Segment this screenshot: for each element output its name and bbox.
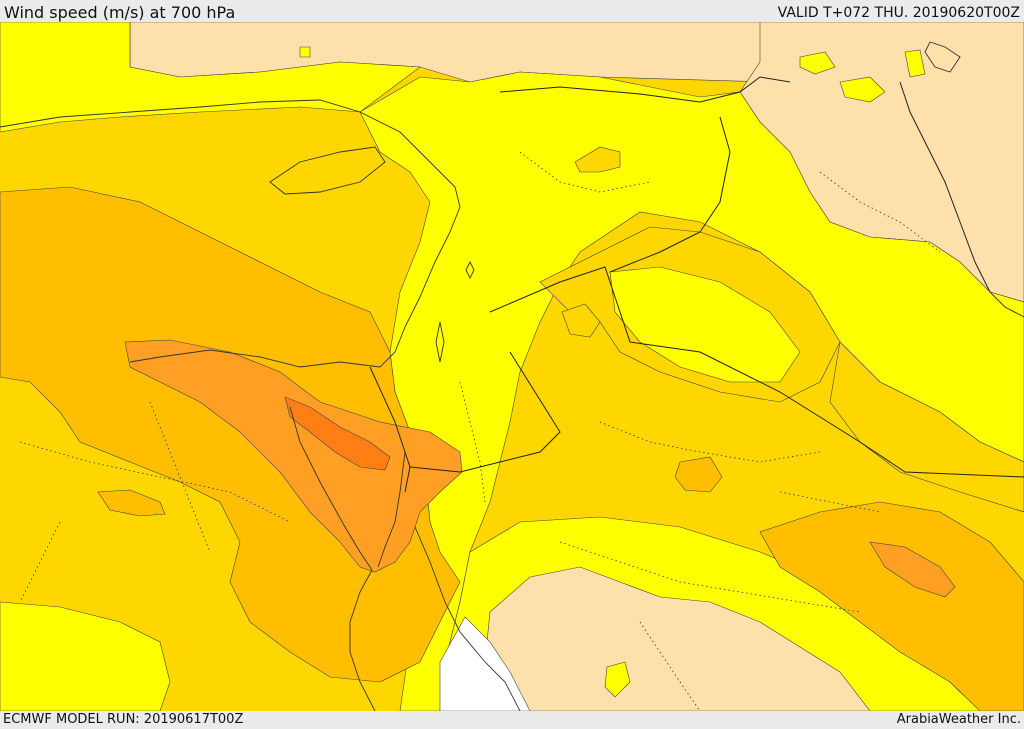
wind-band-low-patch xyxy=(561,303,601,338)
weather-map[interactable] xyxy=(0,22,1024,711)
border-iraq-north xyxy=(609,116,731,273)
border-egypt xyxy=(369,366,411,493)
coastline-gulf xyxy=(989,291,1024,318)
coastline-dead-sea xyxy=(435,321,445,363)
model-run-label: ECMWF MODEL RUN: 20190617T00Z xyxy=(3,712,244,727)
wind-band-low-patch xyxy=(574,146,621,173)
coastline-galilee xyxy=(465,260,475,280)
wind-band-low-patch xyxy=(799,51,836,75)
credit-label: ArabiaWeather Inc. xyxy=(896,712,1021,727)
coastline-turkey xyxy=(0,99,461,208)
wind-band-low-patch xyxy=(839,76,886,103)
border-jordan xyxy=(409,351,561,473)
header-bar: Wind speed (m/s) at 700 hPa VALID T+072 … xyxy=(0,0,1024,22)
coastline-caspian xyxy=(924,41,961,73)
province-boundaries xyxy=(19,151,941,711)
wind-band-low-patch xyxy=(299,46,311,58)
border-iran xyxy=(899,81,991,293)
coastline-cyprus xyxy=(269,146,386,195)
valid-time: VALID T+072 THU. 20190620T00Z xyxy=(777,5,1020,21)
border-syria xyxy=(499,76,791,103)
coastline-suez-gulf xyxy=(289,406,373,571)
wind-band-yellow-southwest xyxy=(0,601,171,711)
footer-bar: ECMWF MODEL RUN: 20190617T00Z ArabiaWeat… xyxy=(0,711,1024,729)
map-title: Wind speed (m/s) at 700 hPa xyxy=(4,3,236,22)
wind-band-low-south-inner xyxy=(479,566,871,711)
wind-band-amber-arabia xyxy=(759,501,1024,711)
wind-band-amber-patch xyxy=(97,489,166,517)
wind-band-deep-core xyxy=(284,396,391,471)
wind-band-orange-arabia xyxy=(869,541,956,598)
coastline-levant xyxy=(379,206,461,368)
coastline-red-sea-east xyxy=(414,526,521,711)
wind-band-yellow-west xyxy=(0,22,421,133)
border-iraq-west xyxy=(489,266,1024,478)
coastline-aqaba-gulf xyxy=(377,451,406,568)
wind-band-amber-patch xyxy=(674,456,723,493)
wind-band-low-patch xyxy=(904,49,926,78)
wind-band-low-patch xyxy=(604,661,631,698)
wind-band-orange-sinai xyxy=(124,339,463,573)
wind-band-amber-mediterranean xyxy=(0,186,461,683)
coastlines xyxy=(0,41,1024,711)
coastline-red-sea-west xyxy=(349,569,376,711)
wind-band-gold-east xyxy=(829,341,1024,513)
coastline-egypt-med xyxy=(129,349,381,368)
wind-band-yellow-iraq xyxy=(609,266,801,383)
country-borders xyxy=(369,76,1024,493)
